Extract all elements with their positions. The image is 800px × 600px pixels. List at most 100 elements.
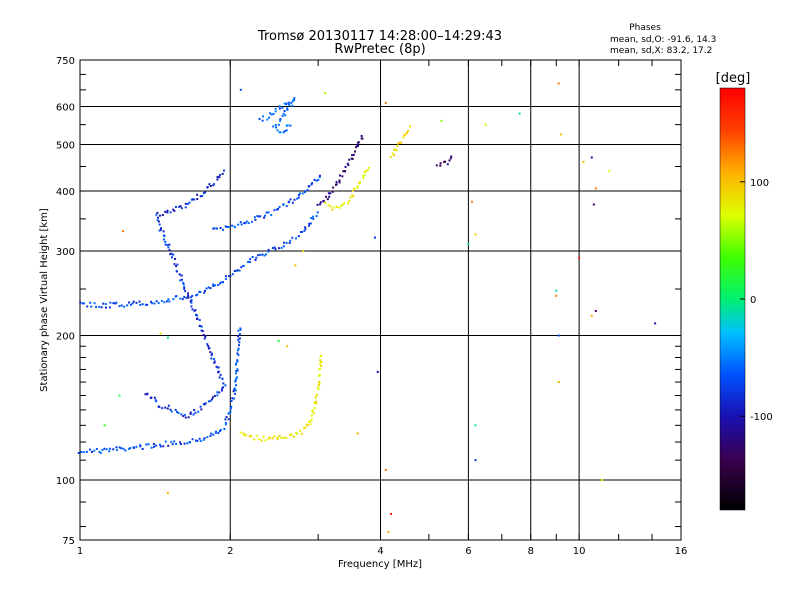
trace-point bbox=[211, 396, 214, 399]
trace-point bbox=[351, 157, 354, 160]
trace-point bbox=[196, 314, 199, 317]
trace-point bbox=[310, 414, 313, 417]
trace-point bbox=[232, 390, 235, 393]
trace-point bbox=[175, 295, 178, 298]
trace-point bbox=[135, 301, 138, 304]
trace-point bbox=[219, 226, 222, 229]
trace-point bbox=[128, 447, 131, 450]
trace-point bbox=[203, 291, 206, 294]
trace-point bbox=[249, 257, 252, 260]
trace-point bbox=[272, 112, 275, 115]
trace-point bbox=[311, 410, 314, 413]
trace-point bbox=[93, 302, 96, 305]
trace-point bbox=[256, 215, 259, 218]
trace-point bbox=[253, 216, 256, 219]
trace-point bbox=[236, 368, 239, 371]
trace-point bbox=[180, 278, 183, 281]
trace-point bbox=[224, 423, 227, 426]
trace-point bbox=[206, 186, 209, 189]
trace-point bbox=[198, 437, 201, 440]
trace-point bbox=[313, 407, 316, 410]
trace-point bbox=[338, 206, 341, 209]
trace-point bbox=[214, 431, 217, 434]
trace-point bbox=[312, 215, 315, 218]
trace-point bbox=[129, 446, 132, 449]
scatter-point bbox=[555, 289, 558, 292]
trace-point bbox=[239, 431, 242, 434]
trace-point bbox=[201, 194, 204, 197]
trace-point bbox=[286, 108, 289, 111]
trace-point bbox=[213, 395, 216, 398]
trace-point bbox=[100, 306, 103, 309]
trace-point bbox=[162, 230, 165, 233]
trace-point bbox=[159, 445, 162, 448]
trace-point bbox=[344, 170, 347, 173]
trace-point bbox=[222, 382, 225, 385]
trace-point bbox=[172, 208, 175, 211]
trace-point bbox=[181, 298, 184, 301]
trace-point bbox=[317, 387, 320, 390]
trace-point bbox=[450, 155, 453, 158]
trace-point bbox=[271, 437, 274, 440]
trace-point bbox=[312, 217, 315, 220]
trace-point bbox=[132, 300, 135, 303]
trace-point bbox=[118, 446, 121, 449]
trace-point bbox=[319, 203, 322, 206]
trace-point bbox=[196, 193, 199, 196]
scatter-point bbox=[654, 322, 657, 325]
trace-point bbox=[162, 445, 165, 448]
trace-point bbox=[196, 439, 199, 442]
trace-point bbox=[212, 283, 215, 286]
trace-point bbox=[239, 221, 242, 224]
legend-line-o: mean, sd,O: -91.6, 14.3 bbox=[610, 35, 716, 45]
trace-point bbox=[266, 118, 269, 121]
trace-point bbox=[239, 327, 242, 330]
trace-point bbox=[289, 433, 292, 436]
trace-point bbox=[306, 189, 309, 192]
trace-point bbox=[335, 205, 338, 208]
trace-point bbox=[182, 283, 185, 286]
trace-point bbox=[316, 386, 319, 389]
trace-point bbox=[288, 241, 291, 244]
scatter-point bbox=[356, 432, 359, 435]
trace-point bbox=[314, 400, 317, 403]
trace-point bbox=[449, 157, 452, 160]
trace-point bbox=[264, 214, 267, 217]
trace-point bbox=[308, 420, 311, 423]
trace-point bbox=[316, 211, 319, 214]
scatter-point bbox=[390, 512, 393, 515]
trace-point bbox=[216, 175, 219, 178]
trace-point bbox=[199, 290, 202, 293]
trace-point bbox=[187, 292, 190, 295]
trace-point bbox=[304, 226, 307, 229]
trace-point bbox=[200, 408, 203, 411]
trace-point bbox=[204, 402, 207, 405]
trace-point bbox=[203, 403, 206, 406]
trace-point bbox=[170, 256, 173, 259]
trace-point bbox=[236, 359, 239, 362]
trace-point bbox=[341, 203, 344, 206]
trace-point bbox=[361, 137, 364, 140]
trace-point bbox=[138, 300, 141, 303]
scatter-point bbox=[557, 381, 560, 384]
trace-point bbox=[250, 220, 253, 223]
trace-point bbox=[156, 211, 159, 214]
trace-point bbox=[174, 205, 177, 208]
trace-point bbox=[327, 204, 330, 207]
colorbar-label: [deg] bbox=[716, 71, 751, 86]
trace-point bbox=[215, 227, 218, 230]
scatter-point bbox=[374, 236, 377, 239]
x-tick-label: 1 bbox=[77, 546, 83, 557]
x-tick-label: 4 bbox=[377, 546, 383, 557]
trace-point bbox=[351, 194, 354, 197]
trace-point bbox=[283, 130, 286, 133]
trace-point bbox=[109, 301, 112, 304]
scatter-point bbox=[474, 233, 477, 236]
trace-point bbox=[186, 202, 189, 205]
trace-point bbox=[247, 221, 250, 224]
trace-point bbox=[262, 435, 265, 438]
trace-point bbox=[236, 352, 239, 355]
data-points bbox=[77, 82, 657, 533]
trace-point bbox=[281, 114, 284, 117]
trace-point bbox=[198, 319, 201, 322]
